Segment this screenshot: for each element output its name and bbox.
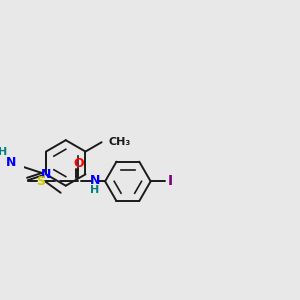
Text: H: H — [0, 147, 7, 157]
Text: N: N — [90, 174, 100, 187]
Text: S: S — [36, 175, 45, 188]
Text: N: N — [41, 168, 51, 181]
Text: N: N — [6, 156, 16, 170]
Text: O: O — [73, 157, 83, 170]
Text: I: I — [168, 174, 173, 188]
Text: H: H — [90, 184, 99, 195]
Text: CH₃: CH₃ — [109, 137, 131, 147]
